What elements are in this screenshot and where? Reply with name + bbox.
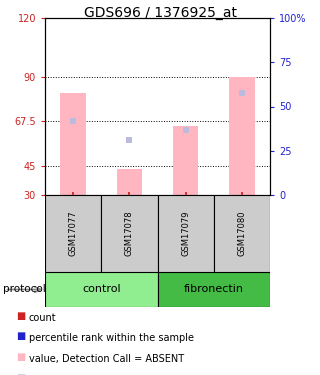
Text: GSM17078: GSM17078: [125, 211, 134, 256]
Text: percentile rank within the sample: percentile rank within the sample: [29, 333, 194, 343]
Text: GSM17080: GSM17080: [237, 211, 246, 256]
Text: GDS696 / 1376925_at: GDS696 / 1376925_at: [84, 6, 236, 20]
Text: fibronectin: fibronectin: [184, 285, 244, 294]
Bar: [229, 77, 254, 195]
Bar: [101, 195, 157, 272]
Text: control: control: [82, 285, 121, 294]
Bar: [117, 170, 142, 195]
Bar: [157, 272, 270, 307]
Bar: [45, 195, 101, 272]
Bar: [173, 126, 198, 195]
Bar: [214, 195, 270, 272]
Text: ■: ■: [16, 352, 25, 362]
Text: ■: ■: [16, 373, 25, 375]
Bar: [157, 195, 214, 272]
Bar: [45, 272, 157, 307]
Text: ■: ■: [16, 311, 25, 321]
Text: GSM17079: GSM17079: [181, 211, 190, 256]
Text: count: count: [29, 313, 56, 322]
Text: GSM17077: GSM17077: [68, 211, 78, 256]
Bar: [60, 93, 86, 195]
Text: ■: ■: [16, 332, 25, 341]
Text: protocol: protocol: [3, 285, 46, 294]
Text: value, Detection Call = ABSENT: value, Detection Call = ABSENT: [29, 354, 184, 364]
